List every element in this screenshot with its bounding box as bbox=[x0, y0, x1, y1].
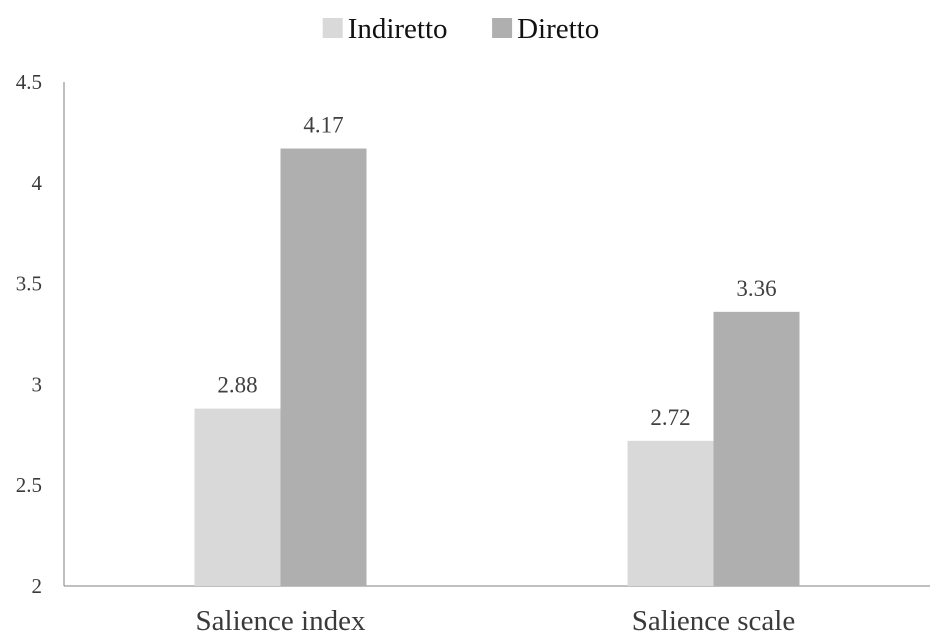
x-tick-label-salience-scale: Salience scale bbox=[632, 605, 795, 637]
x-axis: Salience index Salience scale bbox=[64, 585, 930, 637]
y-tick-label: 4 bbox=[32, 171, 43, 195]
legend-swatch-indiretto bbox=[322, 18, 343, 38]
y-tick-label: 2.5 bbox=[16, 473, 42, 497]
y-tick-label: 2 bbox=[32, 574, 43, 598]
y-tick-label: 3.5 bbox=[16, 272, 42, 296]
bar-indiretto-salience-index bbox=[194, 408, 281, 586]
data-labels: 2.88 4.17 2.72 3.36 bbox=[217, 113, 776, 430]
data-label-diretto-salience-scale: 3.36 bbox=[736, 276, 776, 301]
bar-diretto-salience-scale bbox=[713, 311, 800, 586]
legend-swatch-diretto bbox=[492, 18, 513, 38]
data-label-indiretto-salience-index: 2.88 bbox=[217, 373, 257, 398]
y-tick-label: 4.5 bbox=[16, 70, 42, 94]
bar-indiretto-salience-scale bbox=[627, 440, 714, 586]
bars bbox=[194, 148, 800, 586]
data-label-indiretto-salience-scale: 2.72 bbox=[650, 405, 690, 430]
y-axis: 2 2.5 3 3.5 4 4.5 bbox=[16, 70, 65, 598]
bar-diretto-salience-index bbox=[280, 148, 367, 586]
data-label-diretto-salience-index: 4.17 bbox=[303, 113, 343, 138]
legend: Indiretto Diretto bbox=[322, 13, 599, 45]
legend-label-diretto: Diretto bbox=[517, 13, 599, 45]
legend-label-indiretto: Indiretto bbox=[348, 13, 448, 45]
x-tick-label-salience-index: Salience index bbox=[196, 605, 366, 637]
y-tick-label: 3 bbox=[32, 372, 43, 396]
